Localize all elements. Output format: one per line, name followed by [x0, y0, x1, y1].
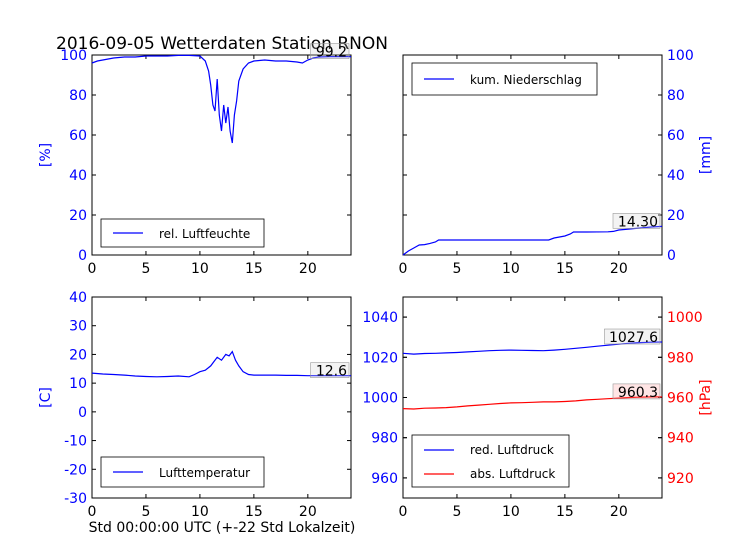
y-tick-label: 80 [667, 88, 685, 104]
x-tick-label: 5 [452, 261, 461, 277]
legend-entry-label: abs. Luftdruck [470, 467, 555, 481]
y-tick-label: -30 [64, 491, 87, 507]
y-tick-label: 20 [69, 347, 87, 363]
y-axis-label: [%] [38, 143, 54, 167]
legend-entry-label: rel. Luftfeuchte [159, 227, 250, 241]
y-axis-label: [C] [38, 387, 54, 408]
y-tick-label: 40 [667, 168, 685, 184]
value-label-box [310, 362, 350, 378]
x-tick-label: 20 [299, 504, 317, 520]
last-value-label: 14.30 [618, 214, 658, 230]
subplot-3: 0 5 10 15 20 -30 -20 -10 0 10 20 30 40 [C] 12.6 Lufttem… [38, 290, 352, 520]
legend: red. Luftdruck abs. Luftdruck [411, 434, 570, 488]
legend-box [411, 434, 570, 488]
x-tick-label: 20 [610, 504, 628, 520]
value-label-box [310, 43, 350, 59]
x-tick-label: 5 [141, 504, 150, 520]
series-line-1 [402, 225, 663, 256]
x-tick-label: 5 [452, 504, 461, 520]
subplot-4: 0 5 10 15 20 960 980 1000 1020 1040 920 940 960 980 10… [362, 296, 714, 520]
y-tick-label: 10 [69, 376, 87, 392]
y-tick-label: 20 [69, 208, 87, 224]
x-tick-label: 15 [556, 504, 574, 520]
y-tick-label: 960 [667, 391, 694, 407]
y-tick-label: 60 [667, 128, 685, 144]
y-tick-label: 980 [667, 350, 694, 366]
legend-entry-label: kum. Niederschlag [470, 73, 582, 87]
y-tick-label: 0 [78, 405, 87, 421]
y-tick-label: 80 [69, 88, 87, 104]
series-line-1 [91, 54, 351, 144]
y-tick-label: 40 [69, 290, 87, 306]
y-tick-label: 1000 [667, 310, 703, 326]
y-tick-label: 940 [667, 431, 694, 447]
subplot-1: 0 5 10 15 20 0 20 40 60 80 100 [%] 99.2 rel. Luftfeuc… [38, 43, 352, 277]
series-line-2 [402, 396, 662, 410]
x-tick-label: 0 [399, 261, 408, 277]
legend: kum. Niederschlag [411, 62, 598, 96]
value-label-box [604, 328, 661, 345]
y-tick-label: -10 [64, 434, 87, 450]
axes-frame [91, 54, 352, 256]
legend: Lufttemperatur [100, 456, 265, 488]
legend-entry-label: Lufttemperatur [159, 466, 250, 480]
axes-frame [91, 296, 352, 499]
last-value-label: 960.3 [618, 385, 658, 401]
x-tick-label: 10 [191, 261, 209, 277]
legend-entry-label: red. Luftdruck [470, 443, 554, 457]
x-tick-label: 15 [556, 261, 574, 277]
y-tick-label: 960 [371, 471, 398, 487]
x-tick-label: 15 [245, 261, 263, 277]
x-tick-label: 5 [141, 261, 150, 277]
y-tick-label: 40 [69, 168, 87, 184]
y-tick-label: 20 [667, 208, 685, 224]
y-tick-label: 60 [69, 128, 87, 144]
y-tick-label: -20 [64, 462, 87, 478]
y-tick-label: 1000 [362, 391, 398, 407]
x-tick-label: 0 [399, 504, 408, 520]
x-tick-label: 20 [299, 261, 317, 277]
figure-xlabel: Std 00:00:00 UTC (+-22 Std Lokalzeit) [89, 520, 356, 536]
x-tick-label: 10 [502, 504, 520, 520]
y-tick-label: 1020 [362, 350, 398, 366]
y-tick-label: 100 [667, 48, 694, 64]
x-tick-label: 10 [191, 504, 209, 520]
subplot-2: 0 5 10 15 20 0 20 40 60 80 100 [mm] 14.30 kum. Nieder… [399, 48, 714, 277]
x-tick-label: 15 [245, 504, 263, 520]
y-tick-label: 100 [60, 48, 87, 64]
value-label-box [612, 213, 661, 229]
x-tick-label: 0 [88, 504, 97, 520]
figure-title: 2016-09-05 Wetterdaten Station RNON [56, 34, 388, 54]
last-value-label: 12.6 [316, 364, 347, 380]
series-line-1 [91, 350, 351, 378]
x-tick-label: 10 [502, 261, 520, 277]
x-tick-label: 0 [88, 261, 97, 277]
axes-frame [402, 54, 663, 256]
last-value-label: 99.2 [316, 45, 347, 61]
y-tick-label: 0 [667, 248, 676, 264]
y-tick-label: 1040 [362, 310, 398, 326]
y-tick-label: 980 [371, 431, 398, 447]
y-tick-label: 0 [78, 248, 87, 264]
y-tick-label: 30 [69, 319, 87, 335]
last-value-label: 1027.6 [609, 330, 658, 346]
value-label-box [612, 383, 661, 400]
y-axis-label: [mm] [698, 136, 714, 174]
y-axis-label: [hPa] [698, 379, 714, 415]
y-tick-label: 920 [667, 471, 694, 487]
legend: rel. Luftfeuchte [100, 218, 265, 248]
x-tick-label: 20 [610, 261, 628, 277]
